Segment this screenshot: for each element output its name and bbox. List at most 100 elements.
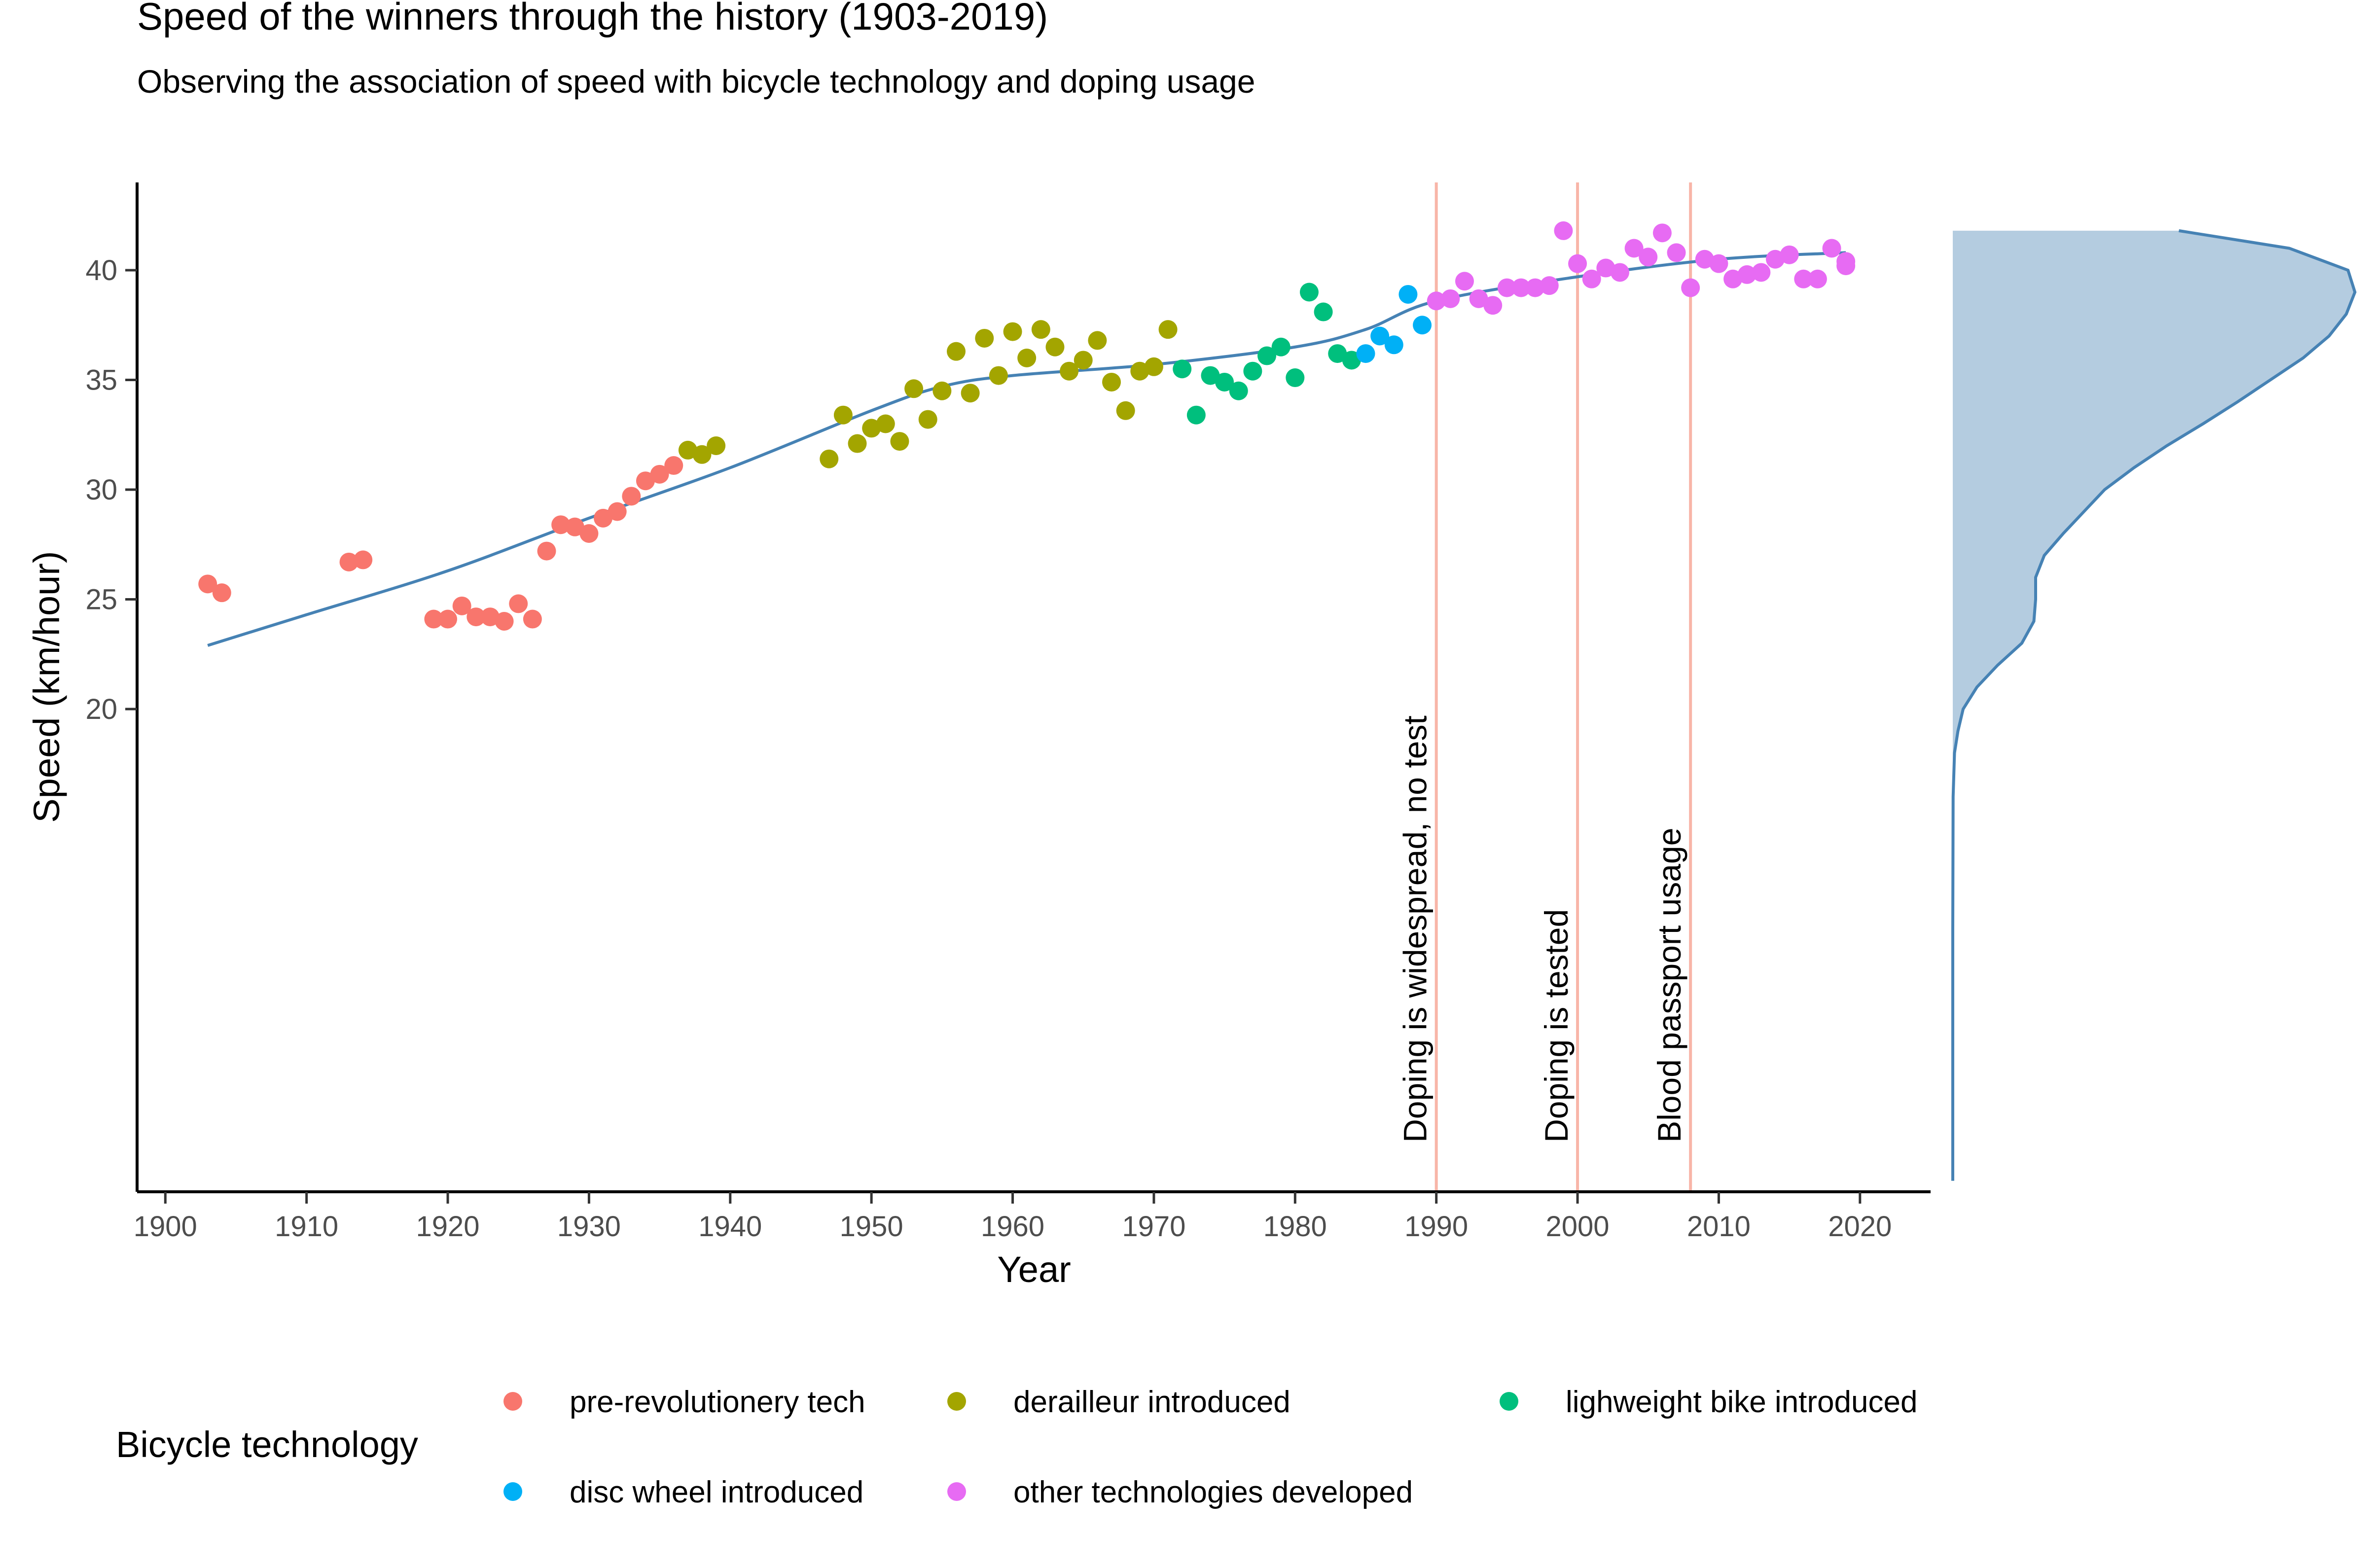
point-der-1938 [692,445,712,464]
point-light-1984 [1342,351,1361,370]
point-der-1948 [833,405,853,425]
point-other-1995 [1497,278,1516,297]
point-other-2006 [1652,223,1672,243]
point-pre-1923 [480,607,500,627]
point-der-1959 [989,366,1008,385]
legend-label-disc: disc wheel introduced [570,1475,863,1509]
legend-key-der [947,1392,966,1411]
point-pre-1933 [622,487,641,506]
x-tick-label-1910: 1910 [275,1211,338,1243]
point-der-1952 [890,432,909,451]
legend-key-disc [503,1482,522,1501]
point-light-1972 [1173,359,1192,379]
x-tick-label-2010: 2010 [1687,1211,1751,1243]
point-pre-1931 [594,508,613,528]
point-other-1993 [1469,289,1488,308]
point-pre-1921 [452,596,471,615]
point-pre-1932 [608,502,627,521]
x-tick-label-1900: 1900 [134,1211,197,1243]
point-pre-1927 [537,541,556,561]
point-light-1983 [1328,344,1347,363]
point-other-2005 [1639,248,1658,267]
marginal-density [1951,229,2357,1181]
point-der-1960 [1003,322,1022,341]
point-other-2009 [1695,249,1714,269]
point-pre-1913 [339,552,359,571]
x-axis-ticks: 1900 1910 1920 1930 1940 1950 1960 1970 1980 1990… [134,1192,1892,1243]
point-der-1955 [932,381,952,400]
point-pre-1930 [579,524,599,543]
point-der-1957 [961,384,980,403]
point-pre-1920 [438,609,458,629]
point-other-2011 [1723,269,1743,288]
point-der-1971 [1158,320,1178,339]
point-light-1980 [1286,368,1305,388]
point-other-2003 [1610,263,1629,282]
x-tick-label-2020: 2020 [1828,1211,1892,1243]
point-der-1950 [862,419,881,438]
point-der-1966 [1088,331,1107,350]
y-axis-ticks: 20 25 30 35 40 [85,254,137,725]
density-area [1953,230,2355,1181]
point-other-2014 [1765,249,1785,269]
point-other-1991 [1441,289,1460,308]
y-tick-label-30: 30 [85,474,117,506]
x-tick-label-1920: 1920 [416,1211,480,1243]
x-tick-label-1990: 1990 [1404,1211,1468,1243]
point-der-1947 [820,449,839,468]
x-tick-label-1980: 1980 [1263,1211,1327,1243]
point-other-1997 [1526,278,1545,297]
point-disc-1989 [1413,316,1432,335]
point-other-2013 [1752,263,1771,282]
point-der-1954 [918,410,937,429]
point-der-1967 [1102,372,1121,392]
point-light-1975 [1215,372,1234,392]
x-tick-label-1960: 1960 [981,1211,1044,1243]
point-other-2015 [1780,245,1799,264]
point-der-1956 [946,342,966,361]
point-other-2018 [1822,239,1841,258]
x-tick-label-2000: 2000 [1546,1211,1610,1243]
point-other-1992 [1455,272,1474,291]
legend-title: Bicycle technology [116,1424,418,1465]
chart-title: Speed of the winners through the history… [137,0,1048,38]
y-tick-label-35: 35 [85,364,117,396]
legend-label-light: lighweight bike introduced [1566,1385,1917,1419]
y-tick-label-25: 25 [85,584,117,616]
point-der-1939 [707,436,726,455]
legend-label-der: derailleur introduced [1013,1385,1291,1419]
point-pre-1935 [650,464,669,484]
point-other-2012 [1737,265,1757,284]
doping-vlines [1435,182,1692,1192]
vline-label-2008: Blood passport usage [1651,828,1687,1142]
legend-label-other: other technologies developed [1013,1475,1413,1509]
x-tick-label-1950: 1950 [840,1211,903,1243]
point-light-1976 [1229,381,1248,400]
point-der-1949 [848,434,867,453]
point-disc-1985 [1356,344,1375,363]
point-der-1963 [1045,337,1065,356]
density-curve [1951,229,2357,1181]
point-other-2002 [1596,258,1615,278]
point-pre-1922 [466,607,486,627]
point-disc-1987 [1384,335,1403,355]
legend: pre-revolutionery tech derailleur introdu… [503,1385,1917,1509]
point-der-1969 [1130,361,1149,381]
point-der-1958 [975,328,994,348]
point-disc-1986 [1370,326,1390,346]
point-pre-1925 [509,594,528,613]
vline-labels: Doping is widespread, no test Doping is t… [1397,715,1687,1142]
legend-label-pre: pre-revolutionery tech [570,1385,865,1419]
point-der-1937 [678,440,697,460]
chart-subtitle: Observing the association of speed with … [137,63,1255,100]
point-light-1982 [1314,302,1333,321]
point-other-2001 [1582,269,1601,288]
point-other-1996 [1511,278,1531,297]
point-der-1968 [1116,401,1135,420]
point-other-2007 [1667,243,1686,262]
x-tick-label-1970: 1970 [1122,1211,1185,1243]
vline-label-1990: Doping is widespread, no test [1397,715,1434,1142]
vline-label-2000: Doping is tested [1538,909,1575,1142]
point-der-1964 [1060,361,1079,381]
